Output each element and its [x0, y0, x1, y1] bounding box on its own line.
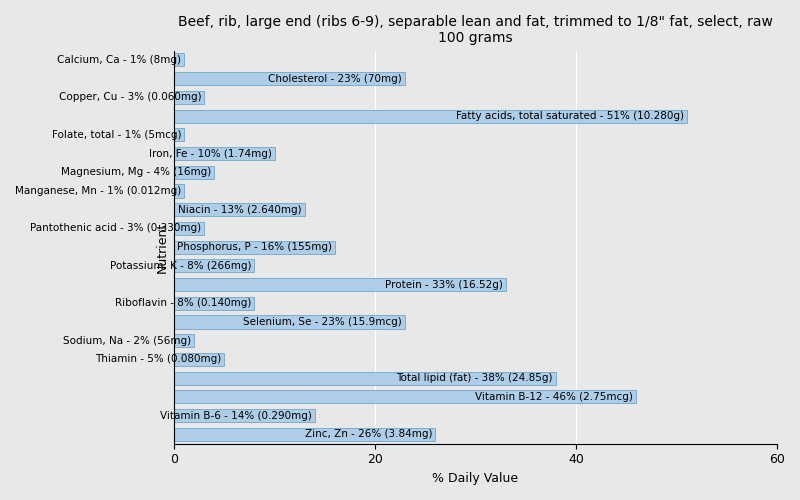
Bar	[174, 353, 224, 366]
Bar	[174, 260, 254, 272]
Text: Cholesterol - 23% (70mg): Cholesterol - 23% (70mg)	[269, 74, 402, 84]
Bar	[174, 184, 184, 198]
Bar	[174, 240, 335, 254]
X-axis label: % Daily Value: % Daily Value	[433, 472, 518, 485]
Text: Sodium, Na - 2% (56mg): Sodium, Na - 2% (56mg)	[63, 336, 191, 345]
Y-axis label: Nutrient: Nutrient	[155, 222, 169, 273]
Bar	[174, 166, 214, 179]
Text: Iron, Fe - 10% (1.74mg): Iron, Fe - 10% (1.74mg)	[149, 148, 271, 158]
Text: Calcium, Ca - 1% (8mg): Calcium, Ca - 1% (8mg)	[57, 55, 181, 65]
Text: Potassium, K - 8% (266mg): Potassium, K - 8% (266mg)	[110, 261, 251, 271]
Bar	[174, 409, 314, 422]
Bar	[174, 128, 184, 141]
Bar	[174, 222, 204, 235]
Text: Thiamin - 5% (0.080mg): Thiamin - 5% (0.080mg)	[95, 354, 222, 364]
Text: Copper, Cu - 3% (0.060mg): Copper, Cu - 3% (0.060mg)	[58, 92, 201, 102]
Bar	[174, 316, 405, 328]
Bar	[174, 54, 184, 66]
Bar	[174, 203, 305, 216]
Text: Zinc, Zn - 26% (3.84mg): Zinc, Zn - 26% (3.84mg)	[305, 430, 432, 440]
Text: Protein - 33% (16.52g): Protein - 33% (16.52g)	[385, 280, 502, 289]
Bar	[174, 72, 405, 85]
Bar	[174, 278, 506, 291]
Text: Vitamin B-6 - 14% (0.290mg): Vitamin B-6 - 14% (0.290mg)	[160, 410, 312, 420]
Text: Phosphorus, P - 16% (155mg): Phosphorus, P - 16% (155mg)	[177, 242, 332, 252]
Bar	[174, 390, 636, 404]
Bar	[174, 372, 556, 384]
Text: Vitamin B-12 - 46% (2.75mcg): Vitamin B-12 - 46% (2.75mcg)	[475, 392, 634, 402]
Bar	[174, 428, 435, 441]
Bar	[174, 296, 254, 310]
Bar	[174, 147, 274, 160]
Bar	[174, 110, 686, 122]
Text: Magnesium, Mg - 4% (16mg): Magnesium, Mg - 4% (16mg)	[61, 167, 211, 177]
Text: Fatty acids, total saturated - 51% (10.280g): Fatty acids, total saturated - 51% (10.2…	[455, 111, 683, 121]
Text: Niacin - 13% (2.640mg): Niacin - 13% (2.640mg)	[178, 204, 302, 214]
Text: Riboflavin - 8% (0.140mg): Riboflavin - 8% (0.140mg)	[115, 298, 251, 308]
Text: Pantothenic acid - 3% (0.330mg): Pantothenic acid - 3% (0.330mg)	[30, 224, 201, 234]
Text: Manganese, Mn - 1% (0.012mg): Manganese, Mn - 1% (0.012mg)	[15, 186, 181, 196]
Text: Total lipid (fat) - 38% (24.85g): Total lipid (fat) - 38% (24.85g)	[397, 373, 553, 383]
Bar	[174, 334, 194, 347]
Text: Folate, total - 1% (5mcg): Folate, total - 1% (5mcg)	[51, 130, 181, 140]
Bar	[174, 91, 204, 104]
Text: Selenium, Se - 23% (15.9mcg): Selenium, Se - 23% (15.9mcg)	[243, 317, 402, 327]
Title: Beef, rib, large end (ribs 6-9), separable lean and fat, trimmed to 1/8" fat, se: Beef, rib, large end (ribs 6-9), separab…	[178, 15, 773, 45]
